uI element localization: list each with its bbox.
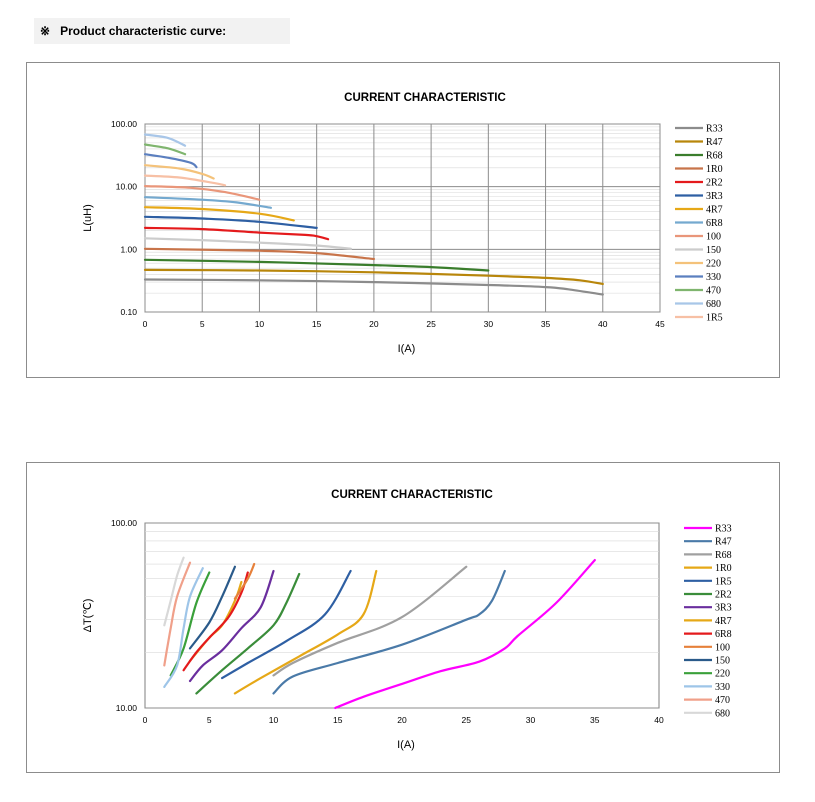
legend-label-4r7: 4R7 <box>706 205 723 216</box>
y-tick-label: 100.00 <box>111 518 137 528</box>
plot-area <box>144 522 660 709</box>
x-tick-label: 15 <box>333 715 343 725</box>
legend-label-6r8: 6R8 <box>706 218 723 229</box>
legend-label-r33: R33 <box>706 124 723 135</box>
legend-label-680: 680 <box>706 299 721 310</box>
legend-label-680: 680 <box>715 708 730 719</box>
chart-title: CURRENT CHARACTERISTIC <box>344 92 506 104</box>
y-axis-label: L(uH) <box>82 204 94 232</box>
series-line-1r5 <box>221 569 352 680</box>
y-tick-label: 10.00 <box>116 703 138 713</box>
legend-label-1r0: 1R0 <box>715 563 732 574</box>
legend-label-470: 470 <box>715 695 730 706</box>
series-line-150 <box>188 565 236 650</box>
x-tick-label: 10 <box>269 715 279 725</box>
legend-label-r47: R47 <box>706 137 723 148</box>
legend-label-150: 150 <box>706 245 721 256</box>
legend-label-100: 100 <box>706 232 721 243</box>
x-tick-label: 45 <box>655 319 665 329</box>
series-line-220 <box>143 164 215 180</box>
legend-label-2r2: 2R2 <box>706 178 723 189</box>
legend-label-330: 330 <box>706 272 721 283</box>
series-line-100 <box>143 185 261 201</box>
x-tick-label: 35 <box>590 715 600 725</box>
x-tick-label: 35 <box>541 319 551 329</box>
series-line-470 <box>163 561 192 667</box>
x-tick-label: 10 <box>255 319 265 329</box>
legend-label-150: 150 <box>715 656 730 667</box>
legend-label-r68: R68 <box>706 151 723 162</box>
series-line-1r0 <box>233 569 378 695</box>
legend-label-470: 470 <box>706 286 721 297</box>
x-tick-label: 30 <box>484 319 494 329</box>
x-tick-label: 20 <box>397 715 407 725</box>
inductance-chart-panel: 0 5 10 15 20 25 30 35 40 45 100.00 10.00 1.00 0.10 CUR… <box>26 62 780 378</box>
legend-label-3r3: 3R3 <box>706 191 723 202</box>
series-line-330 <box>143 153 198 169</box>
x-tick-label: 25 <box>462 715 472 725</box>
x-axis-label: I(A) <box>398 343 416 355</box>
series-line-r47 <box>143 268 604 286</box>
series-line-2r2 <box>195 572 301 695</box>
series-line-r33 <box>143 278 604 296</box>
series-line-4r7 <box>143 206 295 222</box>
x-axis-label: I(A) <box>397 739 415 751</box>
series-line-680 <box>143 133 187 147</box>
series-line-470 <box>143 143 187 156</box>
y-axis-label: ΔT(℃) <box>82 599 94 633</box>
x-tick-label: 40 <box>654 715 664 725</box>
y-tick-label: 10.00 <box>116 182 138 192</box>
legend-label-2r2: 2R2 <box>715 590 732 601</box>
series-line-1r5 <box>143 174 227 187</box>
legend-label-r68: R68 <box>715 550 732 561</box>
x-tick-label: 25 <box>426 319 436 329</box>
series-line-6r8 <box>182 571 249 672</box>
legend-label-3r3: 3R3 <box>715 603 732 614</box>
legend-label-1r0: 1R0 <box>706 164 723 175</box>
series-line-100 <box>233 562 256 600</box>
series-line-3r3 <box>188 569 275 683</box>
x-tick-label: 5 <box>207 715 212 725</box>
legend-label-4r7: 4R7 <box>715 616 732 627</box>
legend-label-1r5: 1R5 <box>715 576 732 587</box>
series-line-r47 <box>272 569 506 695</box>
y-tick-label: 100.00 <box>111 119 137 129</box>
series-line-r68 <box>272 565 468 677</box>
series-line-r68 <box>143 258 490 272</box>
legend-label-220: 220 <box>706 259 721 270</box>
reference-mark: ※ <box>40 24 51 38</box>
series-line-680 <box>163 556 185 627</box>
x-tick-label: 0 <box>143 319 148 329</box>
legend-label-220: 220 <box>715 669 730 680</box>
x-tick-label: 0 <box>143 715 148 725</box>
series-line-1r0 <box>143 247 375 261</box>
inductance-chart: 0 5 10 15 20 25 30 35 40 45 100.00 10.00 1.00 0.10 CUR… <box>82 92 723 355</box>
legend-label-1r5: 1R5 <box>706 313 723 324</box>
y-tick-label: 0.10 <box>120 307 137 317</box>
chart-title: CURRENT CHARACTERISTIC <box>331 489 493 501</box>
x-tick-label: 5 <box>200 319 205 329</box>
temperature-chart: 0 5 10 15 20 25 30 35 40 100.00 10.00 CURRENT CHARA… <box>82 489 732 751</box>
legend-label-100: 100 <box>715 642 730 653</box>
legend-label-6r8: 6R8 <box>715 629 732 640</box>
legend-label-r33: R33 <box>715 524 732 535</box>
series-line-150 <box>143 237 353 250</box>
series-line-r33 <box>334 559 596 710</box>
series-line-6r8 <box>143 196 272 209</box>
series-line-2r2 <box>143 226 330 241</box>
x-tick-label: 15 <box>312 319 322 329</box>
x-tick-label: 20 <box>369 319 379 329</box>
x-tick-label: 30 <box>526 715 536 725</box>
section-heading-text: Product characteristic curve: <box>60 24 227 38</box>
series-line-3r3 <box>143 215 318 229</box>
legend-label-r47: R47 <box>715 537 732 548</box>
legend-label-330: 330 <box>715 682 730 693</box>
series-line-330 <box>163 567 204 688</box>
x-tick-label: 40 <box>598 319 608 329</box>
section-heading: ※ Product characteristic curve: <box>34 18 290 44</box>
y-tick-label: 1.00 <box>120 244 137 254</box>
temperature-chart-panel: 0 5 10 15 20 25 30 35 40 100.00 10.00 CURRENT CHARA… <box>26 462 780 773</box>
